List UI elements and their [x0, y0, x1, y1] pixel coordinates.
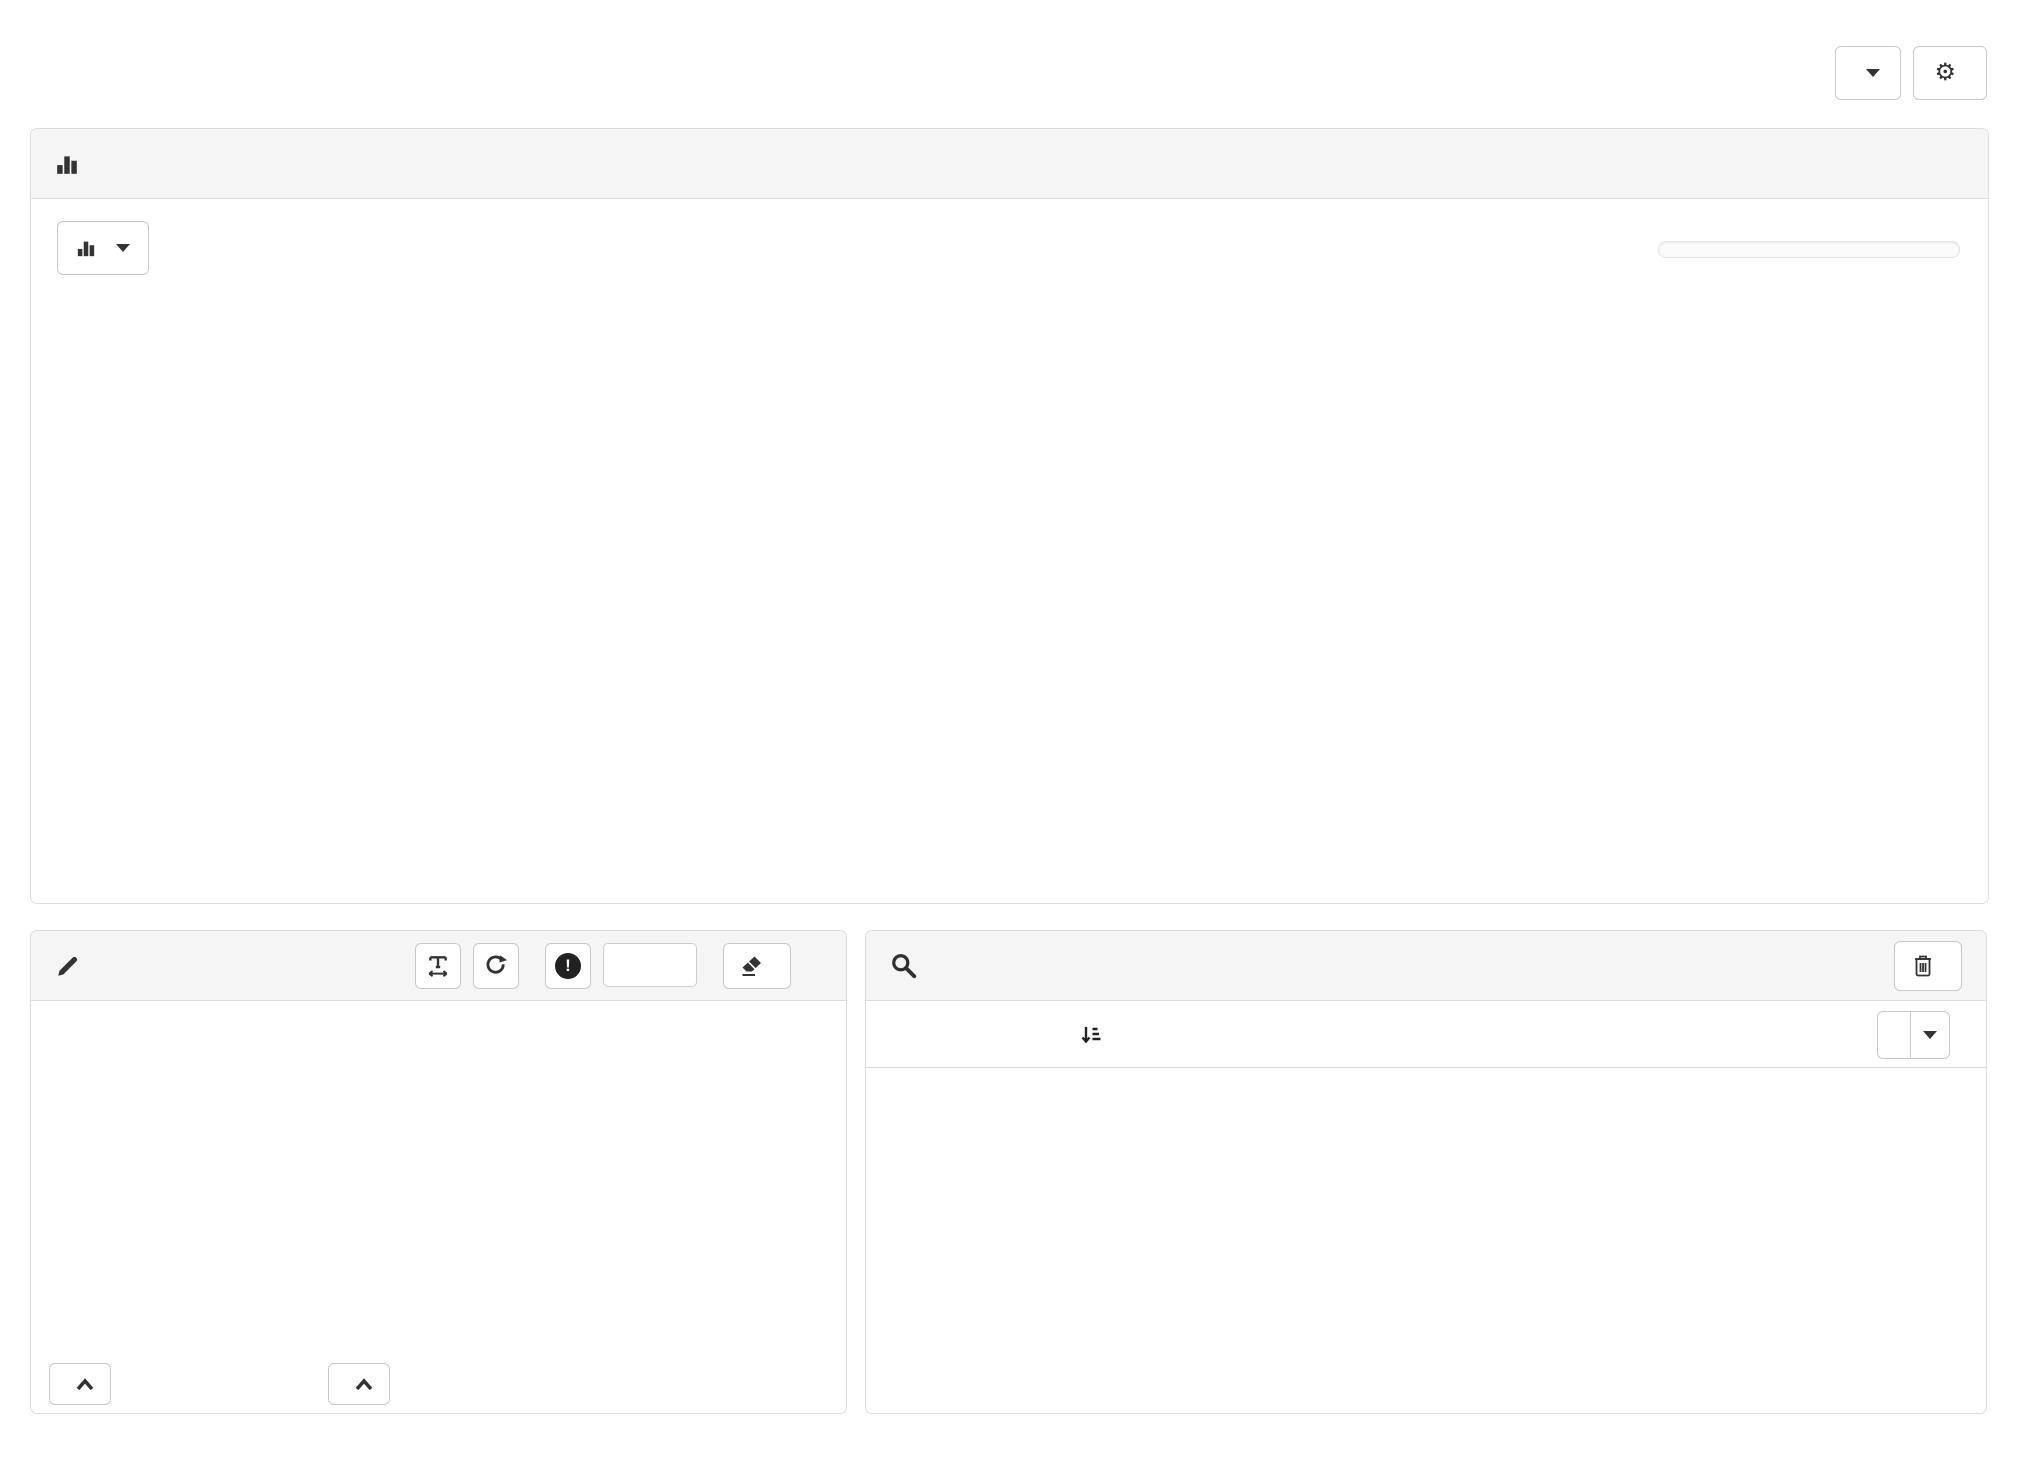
results-panel-header: [866, 931, 1986, 1001]
gear-icon: ⚙: [1934, 59, 1956, 86]
tolerance-info-button[interactable]: !: [545, 943, 591, 989]
load-new-data-button[interactable]: [1835, 46, 1902, 100]
show-all-label: [1878, 1012, 1910, 1058]
bar-chart-icon: [77, 241, 95, 257]
chevron-down-icon: [116, 244, 130, 252]
settings-button[interactable]: ⚙: [1913, 46, 1987, 100]
dataset-selector[interactable]: [57, 221, 149, 275]
refresh-icon: [486, 955, 508, 974]
top-actions: ⚙: [1835, 46, 1987, 100]
tolerance-group: !: [545, 943, 791, 989]
tolerance-input[interactable]: [603, 943, 697, 987]
text-width-tool-button[interactable]: [415, 943, 461, 989]
history-button[interactable]: [328, 1363, 390, 1405]
results-panel: [865, 930, 1987, 1414]
clear-sketch-button[interactable]: [723, 943, 791, 989]
dataset-panel-header: [31, 129, 1988, 199]
smooth-iteration-slider[interactable]: [1658, 241, 1960, 258]
dataset-panel: [30, 128, 1989, 904]
search-icon: [892, 953, 917, 978]
exclamation-circle-icon: !: [555, 953, 581, 979]
show-all-button[interactable]: [1877, 1011, 1950, 1059]
predefined-queries-button[interactable]: [49, 1363, 111, 1405]
text-width-icon: [428, 956, 448, 978]
chevron-down-icon: [1923, 1031, 1937, 1039]
clear-feedbacks-button[interactable]: [1894, 941, 1962, 991]
main-chart[interactable]: [31, 301, 1988, 763]
show-all-caret[interactable]: [1910, 1012, 1949, 1058]
pencil-icon: [58, 956, 78, 976]
trash-icon: [1915, 955, 1931, 977]
chevron-up-icon: [355, 1377, 373, 1390]
sort-icon: [1081, 1027, 1101, 1044]
sketch-canvas[interactable]: [33, 1001, 844, 1357]
eraser-icon: [742, 956, 761, 976]
query-panel: !: [30, 930, 847, 1414]
slider-thumb[interactable]: [1659, 235, 1686, 262]
overview-chart[interactable]: [31, 771, 1988, 899]
chevron-down-icon: [1866, 69, 1881, 77]
chevron-up-icon: [76, 1377, 94, 1390]
col-match-score[interactable]: [1074, 1021, 1102, 1048]
reset-tool-button[interactable]: [473, 943, 519, 989]
query-toolbar: [415, 943, 519, 989]
query-footer: [31, 1357, 846, 1413]
bar-chart-icon: [57, 155, 77, 174]
results-column-header: [866, 1001, 1986, 1068]
